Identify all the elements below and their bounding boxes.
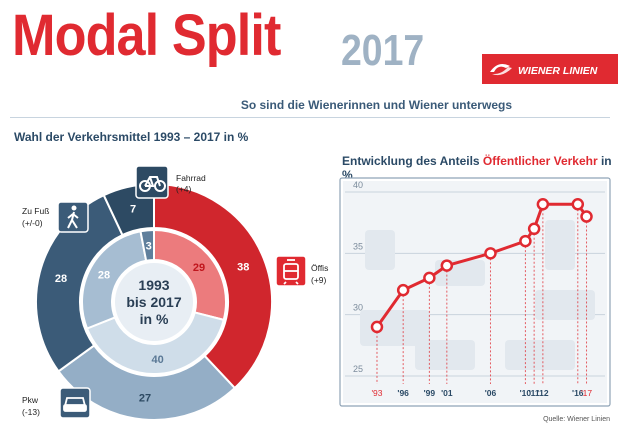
x-tick-label: '12 xyxy=(537,388,549,398)
data-point xyxy=(527,222,541,236)
logo-text: WIENER LINIEN xyxy=(518,65,598,77)
fahrrad-change: (+4) xyxy=(176,184,192,194)
background-vehicle-shape xyxy=(535,290,595,320)
oeffis-badge xyxy=(275,255,307,287)
zufuss-change: (+/-0) xyxy=(22,218,43,228)
ring-2017-label-fahrrad: 7 xyxy=(130,203,136,215)
background-vehicle-shape xyxy=(360,310,430,346)
ring-2017-label-pkw: 27 xyxy=(139,393,151,405)
line-chart: 25 30 35 40 '93 '96 '99 '01 '06 '10'11'12 '16'17 xyxy=(339,177,611,407)
wiener-linien-logo: WIENER LINIEN xyxy=(482,54,618,84)
fahrrad-badge xyxy=(135,165,169,199)
x-tick-label: '99 xyxy=(424,388,436,398)
data-point xyxy=(536,198,550,211)
x-tick-label: '11 xyxy=(529,388,540,398)
pedestrian-icon xyxy=(67,205,79,229)
pkw-change: (-13) xyxy=(22,407,40,417)
line-heading-suffix: in % xyxy=(342,154,612,182)
ring-2017-slice-oeffis xyxy=(153,182,273,390)
x-tick-label: '16 xyxy=(572,388,584,398)
donut-center-line1: 1993 xyxy=(138,277,169,293)
donut-chart: 38 27 28 7 29 40 28 3 1993 bis 2017 in % Fahrra… xyxy=(22,165,328,421)
zufuss-label: Zu Fuß xyxy=(22,206,49,216)
donut-center-disc xyxy=(113,261,195,343)
donut-heading: Wahl der Verkehrsmittel 1993 – 2017 in % xyxy=(14,130,249,144)
logo-mark-icon xyxy=(490,64,512,76)
x-tick-label: '10 xyxy=(520,388,532,398)
ring-2017-label-zufuss: 28 xyxy=(55,273,67,285)
ring-1993-label-zufuss: 28 xyxy=(98,270,110,282)
y-tick-label: 30 xyxy=(353,303,363,313)
ring-1993-label-pkw: 40 xyxy=(151,354,163,366)
data-point xyxy=(580,210,593,223)
oeffis-change: (+9) xyxy=(311,275,327,285)
subtitle: So sind die Wienerinnen und Wiener unter… xyxy=(240,98,512,112)
donut-center-line2: bis 2017 xyxy=(126,294,181,310)
ring-2017-slice-pkw xyxy=(57,344,237,421)
data-point xyxy=(484,247,497,260)
ring-1993-slice-pkw xyxy=(85,311,225,375)
line-heading-prefix: Entwicklung des Anteils xyxy=(342,154,483,168)
bicycle-icon xyxy=(139,176,166,192)
divider-line xyxy=(10,117,610,121)
y-tick-label: 25 xyxy=(353,364,363,374)
fahrrad-label: Fahrrad xyxy=(176,173,206,183)
y-tick-label: 40 xyxy=(353,180,363,190)
line-chart-heading: Entwicklung des Anteils Öffentlicher Ver… xyxy=(342,154,620,182)
source-note: Quelle: Wiener Linien xyxy=(543,416,610,423)
data-point xyxy=(423,271,436,285)
background-vehicle-shape xyxy=(545,220,575,270)
tram-icon xyxy=(283,259,299,285)
background-vehicle-shape xyxy=(365,230,395,270)
title-year: 2017 xyxy=(341,26,425,75)
series-line xyxy=(375,202,588,328)
background-vehicle-shape xyxy=(505,340,575,370)
ring-1993-slice-fahrrad xyxy=(139,228,155,262)
pkw-label: Pkw xyxy=(22,395,39,405)
ring-1993-label-oeffis: 29 xyxy=(193,262,205,274)
x-tick-label: '17 xyxy=(581,388,592,398)
background-vehicle-shape xyxy=(415,340,475,370)
main-title: Modal Split xyxy=(12,3,281,68)
data-point xyxy=(519,234,532,248)
x-tick-label: '96 xyxy=(397,388,409,398)
line-heading-highlight: Öffentlicher Verkehr xyxy=(482,154,598,168)
data-point xyxy=(396,283,410,297)
x-tick-label: '93 xyxy=(371,388,382,398)
data-point xyxy=(370,320,384,334)
ring-1993-label-fahrrad: 3 xyxy=(146,240,152,252)
zufuss-badge xyxy=(57,201,89,233)
x-tick-label: '06 xyxy=(485,388,497,398)
x-tick-label: '01 xyxy=(441,388,453,398)
pkw-badge xyxy=(59,387,91,419)
ring-2017-label-oeffis: 38 xyxy=(237,262,249,274)
y-tick-label: 35 xyxy=(353,241,363,251)
oeffis-label: Öffis xyxy=(311,263,328,273)
data-point xyxy=(571,198,585,211)
donut-center-line3: in % xyxy=(140,311,169,327)
data-point xyxy=(440,259,454,272)
car-icon xyxy=(63,397,87,412)
